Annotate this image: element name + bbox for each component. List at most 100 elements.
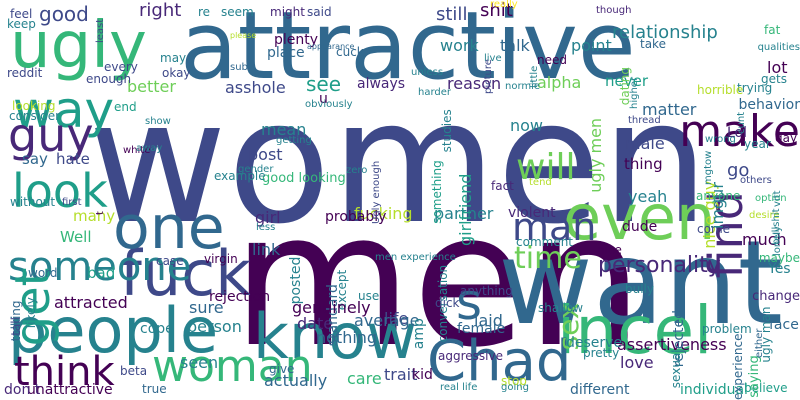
cloud-word: t [95,211,106,215]
cloud-word: seen [180,353,219,372]
cloud-word: re [198,5,211,19]
cloud-word: alpha [537,73,582,92]
cloud-word: men experience [375,252,456,263]
cloud-word: make [679,106,800,157]
cloud-word: care [347,369,382,388]
cloud-word: better [127,77,176,96]
cloud-word: amp [411,318,427,350]
cloud-word: case [156,254,184,268]
cloud-word: may [160,51,187,65]
cloud-word: actually [264,371,328,390]
cloud-word: much [742,230,787,249]
cloud-word: cuck [336,45,364,59]
cloud-word: woman [152,341,313,392]
cloud-word: want [498,216,783,351]
cloud-word: use [358,289,380,303]
cloud-word: guy [8,108,94,162]
cloud-word: reason [447,74,502,93]
cloud-word: hate [56,150,90,168]
cloud-word: horrible [697,83,744,97]
cloud-word: bully [625,282,654,296]
cloud-word: mgtow [703,150,714,185]
cloud-word: enough [86,72,132,86]
cloud-word: least [95,18,106,43]
cloud-word: end [114,100,137,114]
cloud-word: male [625,134,665,153]
cloud-word: come [697,222,731,236]
cloud-word: will [516,147,576,188]
cloud-word: attractive [180,0,636,101]
cloud-word: men [232,172,644,388]
cloud-word: ugly [10,9,147,83]
cloud-word: attracted [54,293,128,312]
cloud-word: virgin [204,252,238,266]
cloud-word: ugly man [759,306,773,363]
cloud-word: change [752,289,800,304]
cloud-word: studies [440,109,454,153]
cloud-word: white [123,145,151,156]
cloud-word: nothing [316,328,378,347]
cloud-word: without [10,195,56,209]
cloud-word: cope [140,321,174,337]
cloud-word: personality [598,253,721,278]
cloud-word: sub [230,62,248,73]
cloud-word: individual [680,382,748,398]
cloud-word: every [104,60,138,74]
cloud-word: fat [764,23,781,37]
cloud-word: time [514,241,582,276]
cloud-word: thing [624,155,663,173]
cloud-word: link [252,240,281,259]
cloud-word: always [357,76,406,92]
cloud-word: harder [418,87,452,98]
cloud-word: anything [460,284,513,298]
cloud-word: gender [238,164,274,175]
cloud-word: anyone [696,189,741,203]
cloud-word: don t [4,382,41,398]
cloud-word: feel [10,7,33,21]
cloud-word: give [269,362,295,376]
cloud-word: shallow [538,301,584,315]
cloud-word: fuck [120,237,252,310]
cloud-word: Well [60,228,92,246]
cloud-word: day [775,131,798,145]
cloud-word: problem [702,322,752,336]
cloud-word: something [430,160,444,224]
cloud-word: place [267,45,305,61]
cloud-word: Yes [768,261,791,277]
cloud-word: imgur [708,182,727,229]
cloud-word: zero [346,165,368,176]
cloud-word: desire [749,210,780,221]
cloud-word: gets [761,72,787,86]
cloud-word: believe [744,381,788,395]
cloud-word: experience [731,333,745,400]
cloud-word: nice [597,243,622,257]
cloud-word: normie [505,81,541,92]
cloud-word: fucking [354,204,413,223]
cloud-word: genuinely [292,298,371,317]
cloud-word: person [187,317,242,336]
cloud-word: see [306,72,342,96]
cloud-word: shit [480,0,513,21]
cloud-word: now [510,116,544,135]
cloud-word: likely [24,297,38,329]
cloud-word: behavior [738,97,800,113]
cloud-word: look [12,164,108,218]
cloud-word: true [142,382,167,396]
cloud-word: love [620,353,654,372]
cloud-word: appearance [307,42,355,51]
cloud-word: thread [628,115,661,126]
cloud-word: s [456,273,483,331]
cloud-word: way [13,81,115,139]
cloud-word: work [440,36,479,55]
cloud-word: take [640,37,666,51]
cloud-word: option [755,193,787,204]
cloud-word: higher [629,76,640,109]
cloud-word: laid [474,311,503,330]
cloud-word: stop [501,374,527,388]
cloud-word: though [596,5,632,16]
cloud-word: keep [7,17,36,31]
cloud-word: say [22,150,48,168]
cloud-word: looking [12,99,56,113]
cloud-word: lonely [772,225,783,256]
cloud-word: kid [412,367,433,383]
